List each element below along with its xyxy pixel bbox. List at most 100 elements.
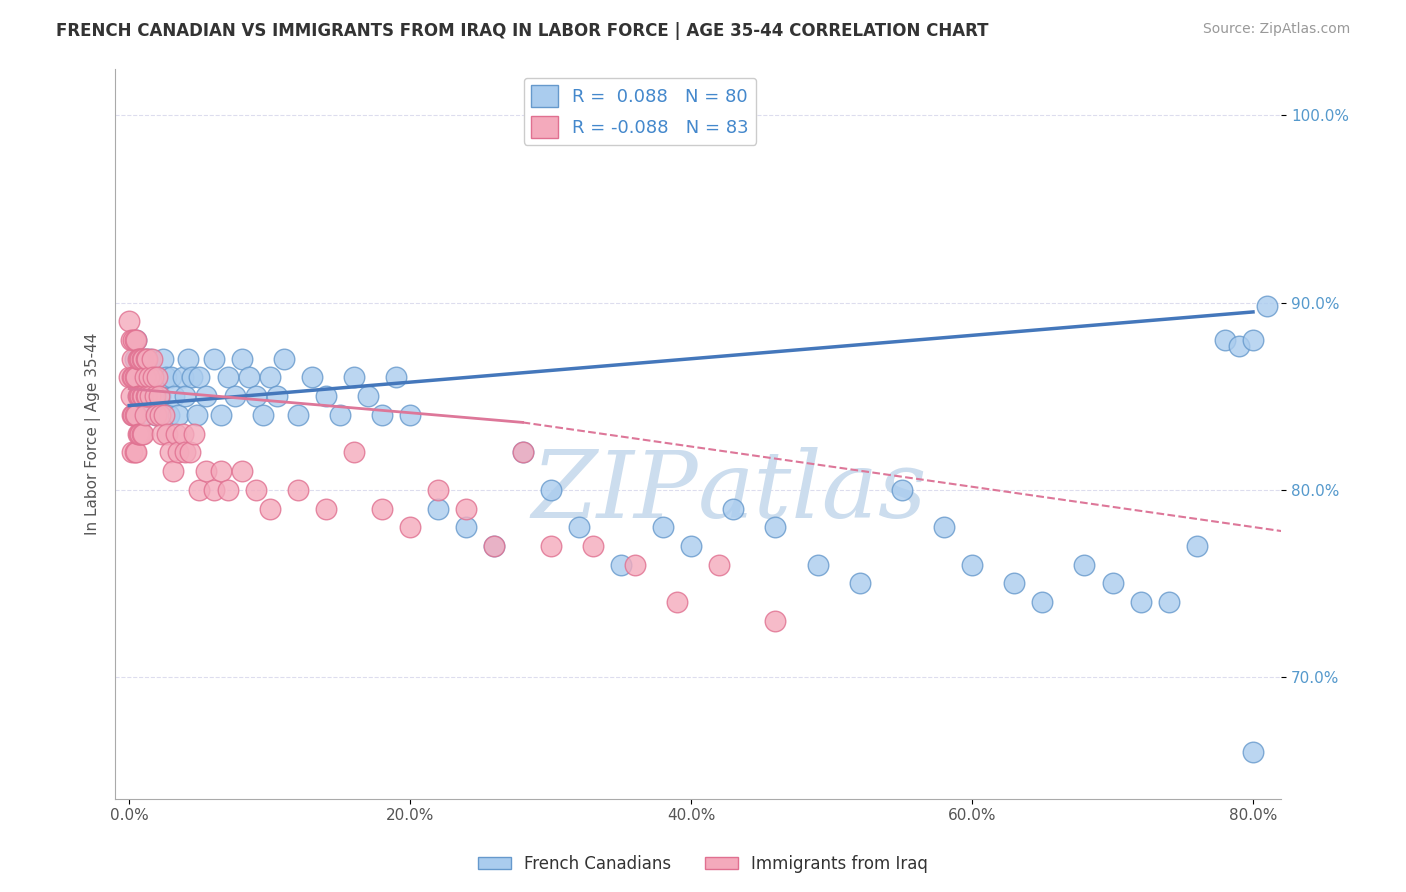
Point: [202, 483, 225, 497]
Point: [125, 408, 148, 422]
Point: [183, 426, 205, 441]
Point: [135, 351, 157, 366]
Point: [121, 445, 143, 459]
Point: [128, 351, 150, 366]
Point: [146, 370, 169, 384]
Point: [129, 351, 152, 366]
Point: [122, 370, 145, 384]
Point: [371, 408, 394, 422]
Point: [209, 408, 232, 422]
Point: [132, 426, 155, 441]
Point: [121, 370, 143, 384]
Point: [238, 370, 260, 384]
Point: [132, 351, 155, 366]
Point: [143, 389, 166, 403]
Point: [540, 539, 562, 553]
Legend: French Canadians, Immigrants from Iraq: French Canadians, Immigrants from Iraq: [471, 848, 935, 880]
Point: [152, 351, 174, 366]
Point: [301, 370, 323, 384]
Point: [141, 370, 163, 384]
Point: [127, 389, 149, 403]
Point: [1213, 333, 1236, 347]
Point: [666, 595, 689, 609]
Point: [1031, 595, 1053, 609]
Point: [1073, 558, 1095, 572]
Point: [231, 464, 253, 478]
Point: [1256, 299, 1278, 313]
Point: [155, 370, 177, 384]
Point: [427, 483, 450, 497]
Point: [122, 370, 145, 384]
Point: [159, 445, 181, 459]
Point: [1129, 595, 1152, 609]
Point: [179, 445, 201, 459]
Point: [1002, 576, 1025, 591]
Point: [138, 370, 160, 384]
Point: [181, 370, 204, 384]
Point: [195, 389, 218, 403]
Point: [122, 333, 145, 347]
Point: [209, 464, 232, 478]
Point: [1241, 333, 1264, 347]
Point: [259, 370, 281, 384]
Point: [245, 389, 267, 403]
Point: [122, 408, 145, 422]
Point: [122, 408, 145, 422]
Point: [568, 520, 591, 534]
Point: [149, 408, 172, 422]
Point: [582, 539, 605, 553]
Point: [145, 408, 167, 422]
Point: [163, 389, 186, 403]
Point: [484, 539, 506, 553]
Point: [174, 389, 197, 403]
Point: [273, 351, 295, 366]
Point: [134, 408, 156, 422]
Point: [315, 389, 337, 403]
Point: [120, 333, 142, 347]
Point: [128, 389, 150, 403]
Point: [160, 370, 183, 384]
Point: [540, 483, 562, 497]
Point: [202, 351, 225, 366]
Point: [610, 558, 633, 572]
Point: [128, 370, 150, 384]
Point: [1241, 745, 1264, 759]
Text: Source: ZipAtlas.com: Source: ZipAtlas.com: [1202, 22, 1350, 37]
Point: [252, 408, 274, 422]
Point: [177, 351, 200, 366]
Point: [124, 370, 146, 384]
Point: [125, 445, 148, 459]
Point: [162, 464, 184, 478]
Point: [142, 370, 165, 384]
Point: [125, 370, 148, 384]
Point: [135, 389, 157, 403]
Point: [709, 558, 731, 572]
Point: [139, 351, 162, 366]
Point: [127, 426, 149, 441]
Point: [165, 426, 187, 441]
Point: [259, 501, 281, 516]
Point: [399, 520, 422, 534]
Point: [118, 314, 141, 328]
Point: [484, 539, 506, 553]
Point: [118, 370, 141, 384]
Point: [141, 351, 163, 366]
Point: [763, 520, 786, 534]
Point: [131, 426, 153, 441]
Point: [195, 464, 218, 478]
Point: [143, 389, 166, 403]
Point: [129, 351, 152, 366]
Point: [145, 408, 167, 422]
Point: [127, 389, 149, 403]
Point: [157, 408, 180, 422]
Point: [224, 389, 246, 403]
Point: [245, 483, 267, 497]
Legend: R =  0.088   N = 80, R = -0.088   N = 83: R = 0.088 N = 80, R = -0.088 N = 83: [523, 78, 756, 145]
Text: ZIP: ZIP: [531, 447, 699, 537]
Point: [129, 389, 152, 403]
Point: [120, 389, 142, 403]
Point: [287, 483, 309, 497]
Point: [231, 351, 253, 366]
Point: [139, 389, 162, 403]
Point: [848, 576, 870, 591]
